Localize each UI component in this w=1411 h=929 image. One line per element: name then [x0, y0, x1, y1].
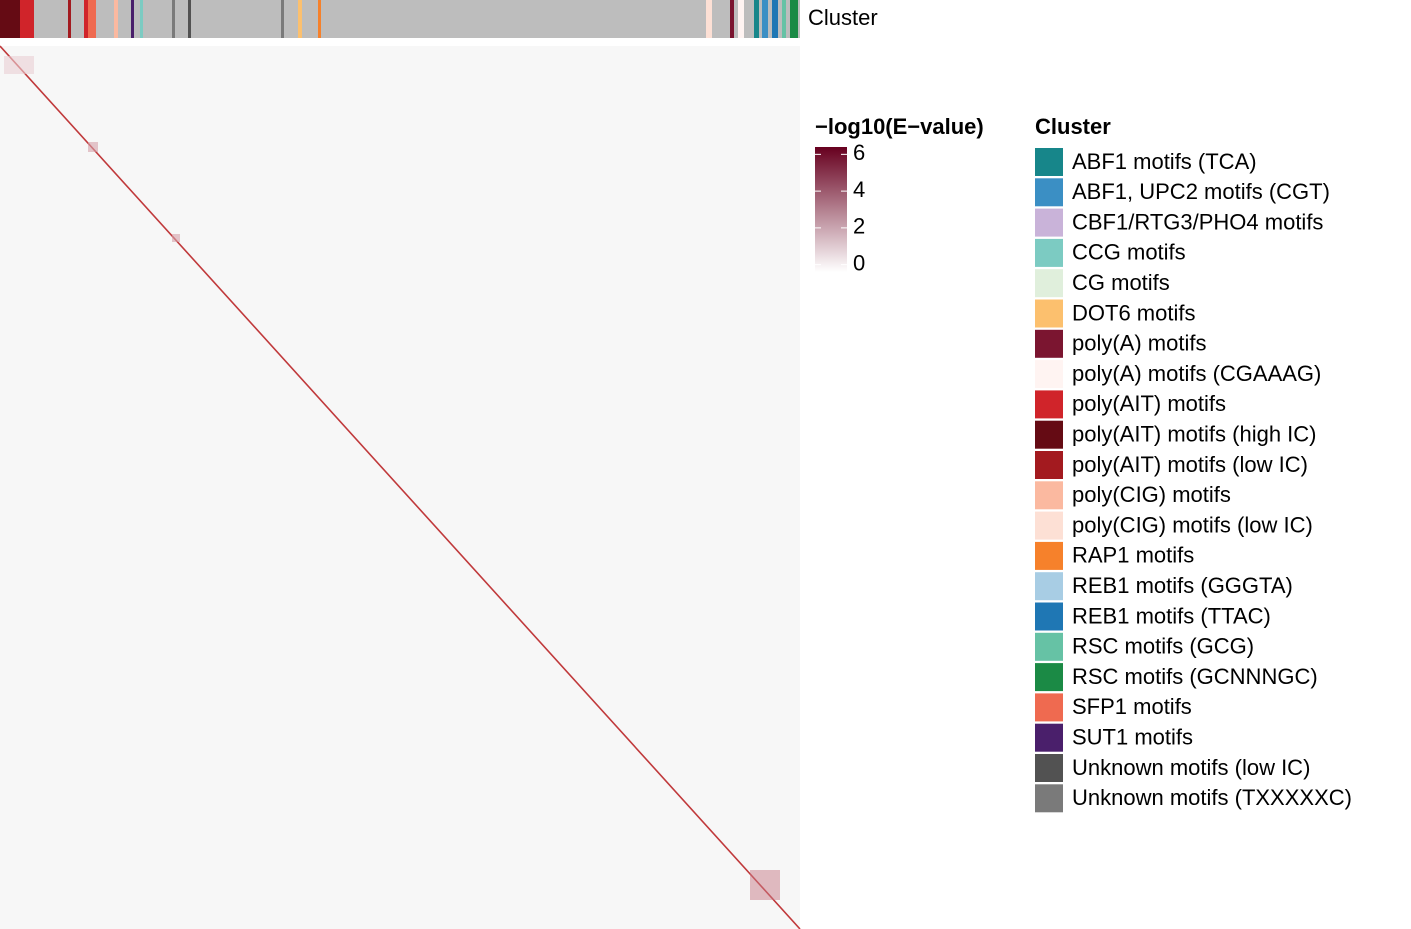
- legend-swatch: [1035, 299, 1063, 328]
- legend-swatch: [1035, 208, 1063, 237]
- legend-label: poly(AIT) motifs: [1072, 391, 1226, 416]
- legend-swatch: [1035, 754, 1063, 782]
- legend-label: SFP1 motifs: [1072, 694, 1192, 719]
- legend-label: SUT1 motifs: [1072, 725, 1193, 750]
- colorbar: [815, 147, 847, 272]
- legend-label: poly(A) motifs: [1072, 331, 1206, 356]
- legend-label: REB1 motifs (TTAC): [1072, 603, 1271, 628]
- legend-swatch: [1035, 693, 1063, 722]
- legend-swatch: [1035, 632, 1063, 661]
- legend-swatch: [1035, 481, 1063, 510]
- legend-label: poly(A) motifs (CGAAAG): [1072, 361, 1321, 386]
- legend-swatch: [1035, 723, 1063, 752]
- legend-swatch: [1035, 178, 1063, 207]
- legend-label: poly(CIG) motifs: [1072, 482, 1231, 507]
- legend-label: poly(CIG) motifs (low IC): [1072, 512, 1313, 537]
- legend-swatch: [1035, 390, 1063, 419]
- legend-swatch: [1035, 420, 1063, 449]
- legend-swatch: [1035, 602, 1063, 631]
- legend-title: Cluster: [1035, 114, 1111, 139]
- legend-label: Unknown motifs (TXXXXXC): [1072, 785, 1352, 810]
- colorbar-tick-label: 4: [853, 177, 865, 202]
- annotation-bar: [0, 0, 800, 38]
- legend-swatch: [1035, 541, 1063, 570]
- colorbar-tick-label: 6: [853, 140, 865, 165]
- legend-label: REB1 motifs (GGGTA): [1072, 573, 1293, 598]
- annotation-label: Cluster: [808, 5, 878, 30]
- legend-label: RAP1 motifs: [1072, 543, 1194, 568]
- colorbar-tick-label: 2: [853, 214, 865, 239]
- legend-swatch: [1035, 784, 1063, 813]
- legend-label: Unknown motifs (low IC): [1072, 755, 1310, 780]
- legend-label: ABF1, UPC2 motifs (CGT): [1072, 179, 1330, 204]
- legend-swatch: [1035, 269, 1063, 298]
- legend-swatch: [1035, 329, 1063, 358]
- legend-label: CG motifs: [1072, 270, 1170, 295]
- legend-label: RSC motifs (GCNNNGC): [1072, 664, 1318, 689]
- legend-label: CBF1/RTG3/PHO4 motifs: [1072, 209, 1323, 234]
- legend-label: DOT6 motifs: [1072, 300, 1195, 325]
- colorbar-tick-label: 0: [853, 250, 865, 275]
- legend-label: RSC motifs (GCG): [1072, 634, 1254, 659]
- legend-label: ABF1 motifs (TCA): [1072, 149, 1257, 174]
- legend-label: poly(AIT) motifs (high IC): [1072, 422, 1317, 447]
- legend-swatch: [1035, 451, 1063, 479]
- heatmap: [0, 45, 801, 929]
- legend-label: poly(AIT) motifs (low IC): [1072, 452, 1308, 477]
- legend-swatch: [1035, 511, 1063, 540]
- legend-swatch: [1035, 572, 1063, 601]
- legend-swatch: [1035, 238, 1063, 267]
- colorbar-title: −log10(E−value): [815, 114, 984, 139]
- legend-swatch: [1035, 148, 1063, 176]
- legend-swatch: [1035, 360, 1063, 389]
- legend-label: CCG motifs: [1072, 240, 1186, 265]
- legend-swatch: [1035, 663, 1063, 692]
